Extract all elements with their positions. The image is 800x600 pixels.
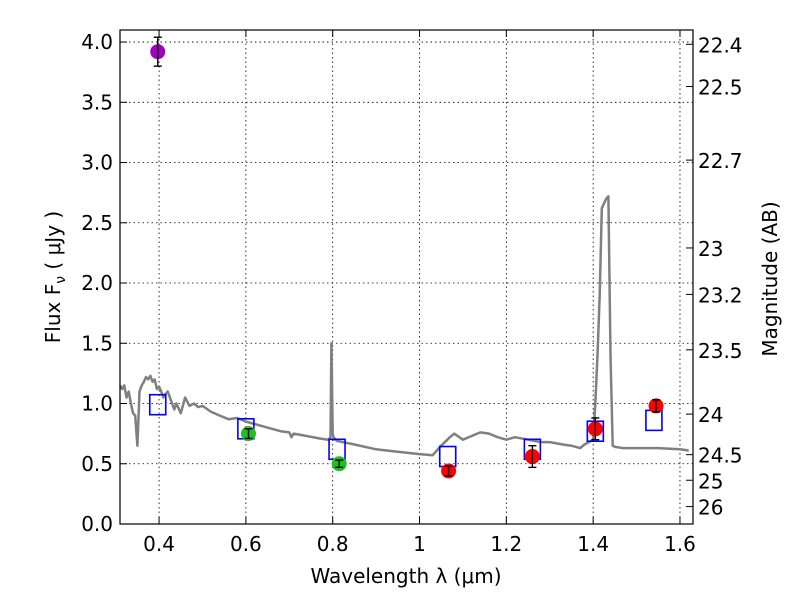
y-tick-label: 3.0 [81, 151, 113, 175]
y2-tick-label: 23 [698, 237, 723, 261]
y2-tick-label: 24.5 [698, 444, 743, 468]
y-tick-label: 1.0 [81, 392, 113, 416]
y-axis-label-main: Flux F [41, 284, 65, 343]
x-tick-label: 0.4 [143, 532, 175, 556]
y2-axis-label: Magnitude (AB) [758, 201, 782, 356]
y2-tick-label: 23.5 [698, 339, 743, 363]
x-tick-label: 0.8 [317, 532, 349, 556]
y-tick-label: 4.0 [81, 30, 113, 54]
y2-tick-label: 25 [698, 469, 723, 493]
y2-tick-label: 23.2 [698, 283, 743, 307]
y-axis-label: Flux Fν ( μJy ) [41, 211, 69, 343]
y-tick-label: 2.0 [81, 271, 113, 295]
x-tick-label: 1.6 [664, 532, 696, 556]
axis-ticks: 0.4 0.6 0.8 1 1.2 1.4 1.6 0.0 0.5 1.0 1.5 2.0 2.5 3.0… [81, 30, 743, 556]
model-photometry-square [148, 393, 167, 416]
y2-tick-label: 22.5 [698, 76, 743, 100]
y-tick-label: 2.5 [81, 211, 113, 235]
x-axis-label: Wavelength λ (μm) [310, 564, 501, 588]
sed-model-line [118, 195, 689, 457]
model-photometry-square [645, 409, 663, 432]
x-tick-label: 1.2 [490, 532, 522, 556]
plot-frame [119, 29, 694, 525]
y2-tick-label: 22.7 [698, 149, 743, 173]
y2-tick-label: 24 [698, 403, 723, 427]
y2-tick-label: 22.4 [698, 33, 743, 57]
data-series [118, 36, 689, 479]
x-tick-label: 0.6 [230, 532, 262, 556]
y2-tick-label: 26 [698, 496, 723, 520]
grid-lines [120, 30, 693, 525]
x-tick-label: 1 [413, 532, 426, 556]
y-tick-label: 0.0 [81, 512, 113, 536]
y-axis-label-unit: ( μJy ) [41, 211, 65, 276]
y-axis-label-subscript: ν [53, 276, 69, 284]
y-tick-label: 1.5 [81, 331, 113, 355]
y-tick-label: 0.5 [81, 452, 113, 476]
x-tick-label: 1.4 [577, 532, 609, 556]
y-tick-label: 3.5 [81, 90, 113, 114]
